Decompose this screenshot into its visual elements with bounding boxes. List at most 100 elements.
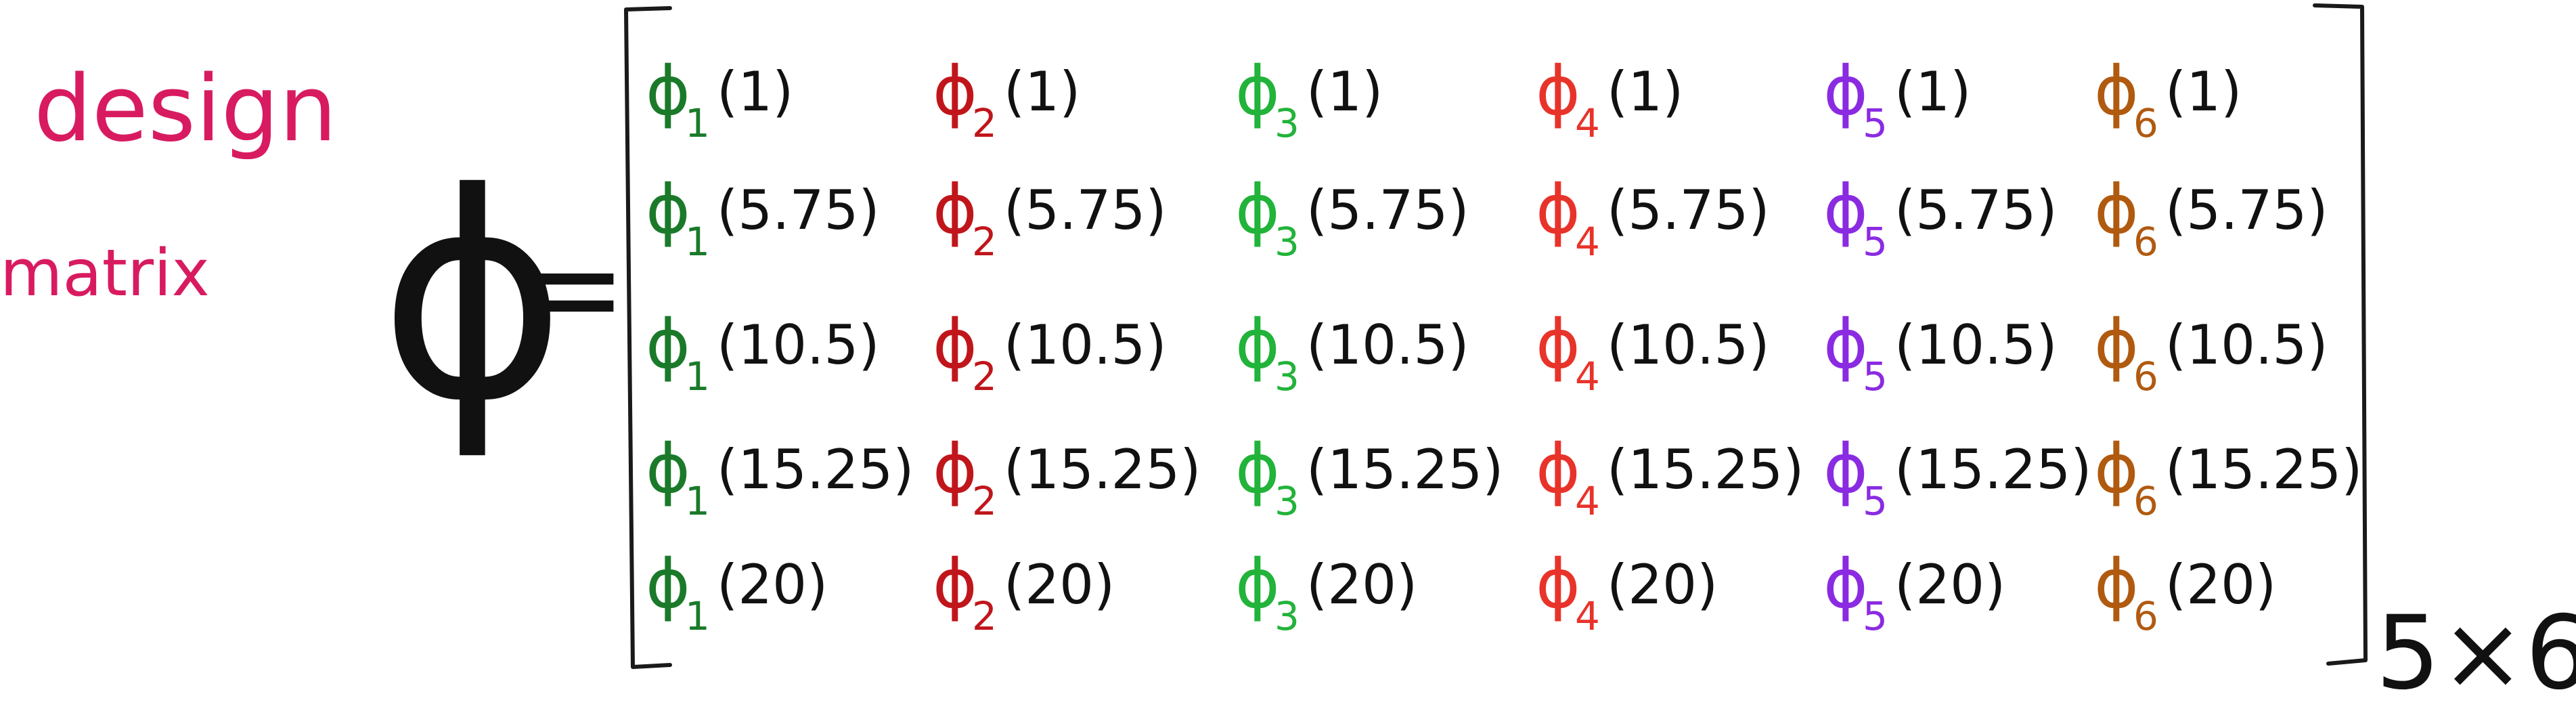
basis-index: 3 [1274, 353, 1300, 400]
basis-argument: (10.5) [1306, 314, 1469, 376]
label-design: design [34, 56, 337, 162]
basis-index: 5 [1863, 593, 1888, 639]
basis-index: 6 [2133, 593, 2158, 639]
basis-symbol: ϕ [1235, 429, 1280, 508]
basis-index: 1 [685, 100, 710, 146]
basis-index: 6 [2133, 353, 2158, 400]
basis-index: 3 [1274, 100, 1300, 146]
basis-argument: (5.75) [1894, 179, 2058, 242]
basis-symbol: ϕ [2094, 304, 2139, 383]
right-bracket [2313, 3, 2368, 666]
basis-index: 5 [1863, 478, 1888, 524]
basis-symbol: ϕ [933, 304, 977, 383]
basis-symbol: ϕ [1235, 544, 1280, 623]
basis-symbol: ϕ [1823, 51, 1868, 130]
basis-symbol: ϕ [646, 429, 690, 508]
basis-symbol: ϕ [1536, 304, 1580, 383]
basis-argument: (20) [717, 553, 828, 616]
basis-argument: (10.5) [1894, 314, 2058, 376]
basis-symbol: ϕ [2094, 51, 2139, 130]
basis-symbol: ϕ [2094, 429, 2139, 508]
basis-index: 4 [1575, 353, 1600, 400]
basis-symbol: ϕ [933, 169, 977, 249]
basis-symbol: ϕ [646, 304, 690, 383]
basis-symbol: ϕ [2094, 169, 2139, 249]
basis-argument: (1) [1894, 60, 1971, 123]
basis-symbol: ϕ [1235, 304, 1280, 383]
basis-symbol: ϕ [646, 169, 690, 249]
basis-symbol: ϕ [1823, 169, 1868, 249]
basis-argument: (15.25) [2165, 438, 2362, 501]
basis-index: 5 [1863, 353, 1888, 400]
basis-argument: (20) [2165, 553, 2276, 616]
basis-argument: (5.75) [717, 179, 880, 242]
lhs-symbol: ϕ [379, 133, 567, 464]
basis-index: 3 [1274, 219, 1300, 265]
basis-argument: (1) [1306, 60, 1383, 123]
basis-symbol: ϕ [1235, 51, 1280, 130]
basis-argument: (20) [1306, 553, 1417, 616]
left-bracket [624, 6, 672, 669]
basis-argument: (15.25) [717, 438, 914, 501]
basis-argument: (20) [1004, 553, 1115, 616]
matrix-cells: ϕ1(1) ϕ2(1) ϕ3(1) ϕ4(1) ϕ5(1) ϕ6(1)ϕ1(5.75) ϕ2… [646, 51, 2362, 639]
basis-index: 2 [972, 593, 997, 639]
basis-symbol: ϕ [2094, 544, 2139, 623]
basis-argument: (5.75) [1004, 179, 1167, 242]
basis-index: 2 [972, 478, 997, 524]
basis-argument: (1) [1607, 60, 1683, 123]
basis-index: 1 [685, 219, 710, 265]
basis-argument: (5.75) [1607, 179, 1770, 242]
basis-argument: (5.75) [2165, 179, 2328, 242]
basis-index: 4 [1575, 219, 1600, 265]
basis-index: 3 [1274, 593, 1300, 639]
basis-symbol: ϕ [646, 51, 690, 130]
basis-symbol: ϕ [646, 544, 690, 623]
basis-argument: (1) [1004, 60, 1080, 123]
basis-symbol: ϕ [1536, 51, 1580, 130]
basis-argument: (10.5) [717, 314, 880, 376]
basis-symbol: ϕ [933, 544, 977, 623]
basis-argument: (15.25) [1004, 438, 1201, 501]
basis-symbol: ϕ [933, 51, 977, 130]
basis-symbol: ϕ [1235, 169, 1280, 249]
label-matrix: matrix [0, 236, 210, 311]
basis-symbol: ϕ [1823, 544, 1868, 623]
basis-index: 4 [1575, 478, 1600, 524]
basis-argument: (1) [2165, 60, 2242, 123]
basis-index: 4 [1575, 100, 1600, 146]
basis-argument: (20) [1894, 553, 2005, 616]
basis-index: 6 [2133, 478, 2158, 524]
basis-index: 6 [2133, 219, 2158, 265]
basis-argument: (15.25) [1306, 438, 1503, 501]
basis-index: 2 [972, 100, 997, 146]
basis-index: 4 [1575, 593, 1600, 639]
basis-argument: (15.25) [1894, 438, 2091, 501]
basis-argument: (10.5) [1004, 314, 1167, 376]
basis-index: 5 [1863, 219, 1888, 265]
basis-symbol: ϕ [1823, 429, 1868, 508]
basis-argument: (5.75) [1306, 179, 1469, 242]
basis-argument: (10.5) [2165, 314, 2328, 376]
basis-symbol: ϕ [1823, 304, 1868, 383]
equals-sign: = [514, 210, 628, 368]
basis-symbol: ϕ [1536, 544, 1580, 623]
basis-index: 1 [685, 478, 710, 524]
basis-index: 2 [972, 353, 997, 400]
basis-index: 5 [1863, 100, 1888, 146]
basis-argument: (15.25) [1607, 438, 1804, 501]
basis-index: 2 [972, 219, 997, 265]
basis-index: 6 [2133, 100, 2158, 146]
basis-symbol: ϕ [933, 429, 977, 508]
basis-index: 3 [1274, 478, 1300, 524]
basis-symbol: ϕ [1536, 169, 1580, 249]
basis-argument: (1) [717, 60, 793, 123]
basis-index: 1 [685, 353, 710, 400]
basis-index: 1 [685, 593, 710, 639]
basis-argument: (20) [1607, 553, 1718, 616]
basis-argument: (10.5) [1607, 314, 1770, 376]
matrix-size: 5×6 [2376, 595, 2576, 711]
basis-symbol: ϕ [1536, 429, 1580, 508]
